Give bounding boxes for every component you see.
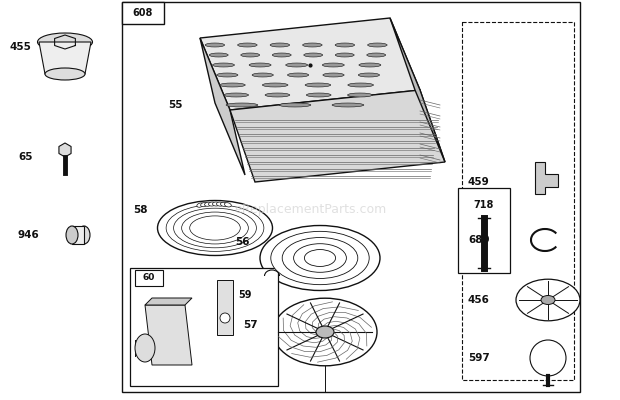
Ellipse shape bbox=[241, 53, 260, 57]
Ellipse shape bbox=[348, 93, 373, 97]
Ellipse shape bbox=[174, 208, 257, 248]
Ellipse shape bbox=[213, 202, 219, 206]
Text: 56: 56 bbox=[236, 237, 250, 247]
Ellipse shape bbox=[541, 296, 555, 304]
Ellipse shape bbox=[205, 202, 211, 206]
Text: 58: 58 bbox=[133, 205, 148, 215]
Text: 689: 689 bbox=[468, 235, 490, 245]
Ellipse shape bbox=[213, 63, 234, 67]
Bar bbox=[217, 280, 233, 335]
Ellipse shape bbox=[304, 53, 322, 57]
Ellipse shape bbox=[224, 93, 249, 97]
Ellipse shape bbox=[323, 73, 344, 77]
Ellipse shape bbox=[37, 33, 92, 51]
Circle shape bbox=[220, 313, 230, 323]
Ellipse shape bbox=[226, 103, 258, 107]
Ellipse shape bbox=[224, 203, 231, 207]
Ellipse shape bbox=[78, 226, 90, 244]
Ellipse shape bbox=[208, 202, 216, 206]
Ellipse shape bbox=[221, 202, 228, 206]
Text: 597: 597 bbox=[468, 353, 490, 363]
Bar bbox=[135, 270, 163, 286]
Text: 60: 60 bbox=[143, 274, 155, 282]
Polygon shape bbox=[39, 42, 91, 74]
Ellipse shape bbox=[182, 212, 249, 244]
Ellipse shape bbox=[201, 202, 208, 207]
Ellipse shape bbox=[303, 43, 322, 47]
Text: 456: 456 bbox=[468, 295, 490, 305]
Ellipse shape bbox=[249, 63, 271, 67]
Ellipse shape bbox=[272, 53, 291, 57]
Text: 55: 55 bbox=[169, 100, 183, 110]
Ellipse shape bbox=[288, 73, 309, 77]
Ellipse shape bbox=[286, 63, 308, 67]
Ellipse shape bbox=[358, 73, 379, 77]
Ellipse shape bbox=[294, 244, 347, 272]
Text: 59: 59 bbox=[238, 290, 252, 300]
Ellipse shape bbox=[216, 202, 223, 206]
Ellipse shape bbox=[252, 73, 273, 77]
Bar bbox=[130, 268, 278, 386]
Ellipse shape bbox=[217, 73, 238, 77]
Text: 608: 608 bbox=[133, 8, 153, 18]
Bar bbox=[122, 2, 164, 24]
Ellipse shape bbox=[197, 203, 203, 207]
Ellipse shape bbox=[166, 205, 264, 251]
Ellipse shape bbox=[367, 53, 386, 57]
Ellipse shape bbox=[332, 103, 364, 107]
Ellipse shape bbox=[219, 83, 246, 87]
Ellipse shape bbox=[273, 298, 377, 366]
Ellipse shape bbox=[45, 68, 85, 80]
Text: eReplacementParts.com: eReplacementParts.com bbox=[234, 204, 386, 216]
Ellipse shape bbox=[271, 231, 369, 285]
Polygon shape bbox=[535, 162, 558, 194]
Polygon shape bbox=[390, 18, 445, 162]
Polygon shape bbox=[230, 90, 445, 182]
Ellipse shape bbox=[260, 226, 380, 290]
Text: 57: 57 bbox=[244, 320, 258, 330]
Ellipse shape bbox=[205, 43, 224, 47]
Ellipse shape bbox=[306, 93, 331, 97]
Polygon shape bbox=[59, 143, 71, 157]
Ellipse shape bbox=[157, 200, 273, 256]
Polygon shape bbox=[145, 305, 192, 365]
Bar bbox=[462, 22, 574, 380]
Ellipse shape bbox=[359, 63, 381, 67]
Ellipse shape bbox=[265, 93, 290, 97]
Polygon shape bbox=[200, 38, 245, 175]
Ellipse shape bbox=[316, 326, 334, 338]
Ellipse shape bbox=[210, 53, 228, 57]
Ellipse shape bbox=[304, 250, 335, 266]
Circle shape bbox=[530, 340, 566, 376]
Ellipse shape bbox=[66, 226, 78, 244]
Ellipse shape bbox=[516, 279, 580, 321]
Ellipse shape bbox=[279, 103, 311, 107]
Ellipse shape bbox=[348, 83, 373, 87]
Ellipse shape bbox=[190, 216, 241, 240]
Ellipse shape bbox=[270, 43, 290, 47]
Bar bbox=[458, 188, 510, 273]
Text: 459: 459 bbox=[468, 177, 490, 187]
Ellipse shape bbox=[262, 83, 288, 87]
Polygon shape bbox=[200, 18, 420, 110]
Ellipse shape bbox=[135, 334, 155, 362]
Text: 946: 946 bbox=[18, 230, 40, 240]
Polygon shape bbox=[72, 226, 84, 244]
Ellipse shape bbox=[335, 43, 355, 47]
Polygon shape bbox=[145, 298, 192, 305]
Ellipse shape bbox=[335, 53, 354, 57]
Ellipse shape bbox=[368, 43, 387, 47]
Bar bbox=[122, 2, 580, 392]
Ellipse shape bbox=[305, 83, 330, 87]
Ellipse shape bbox=[322, 63, 344, 67]
Text: 65: 65 bbox=[18, 152, 32, 162]
Ellipse shape bbox=[282, 238, 358, 278]
Text: 455: 455 bbox=[10, 42, 32, 52]
Ellipse shape bbox=[237, 43, 257, 47]
Text: 718: 718 bbox=[474, 200, 494, 210]
